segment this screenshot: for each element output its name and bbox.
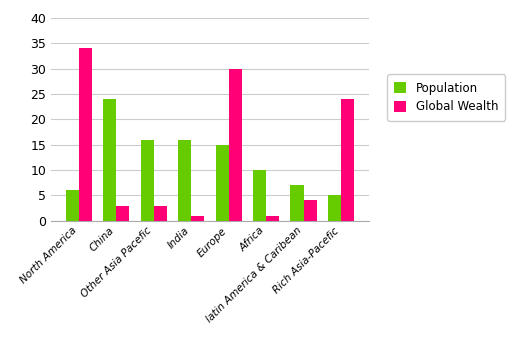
Bar <box>304 200 317 221</box>
Bar <box>79 48 92 221</box>
Bar <box>266 216 279 221</box>
Bar <box>178 140 191 221</box>
Bar <box>141 140 154 221</box>
Legend: Population, Global Wealth: Population, Global Wealth <box>387 74 505 120</box>
Bar <box>154 205 167 221</box>
Bar <box>328 195 341 221</box>
Bar <box>229 68 242 221</box>
Bar <box>116 205 130 221</box>
Bar <box>191 216 204 221</box>
Bar <box>253 170 266 221</box>
Bar <box>290 185 304 221</box>
Bar <box>103 99 116 221</box>
Bar <box>66 190 79 221</box>
Bar <box>341 99 354 221</box>
Bar <box>216 145 229 221</box>
